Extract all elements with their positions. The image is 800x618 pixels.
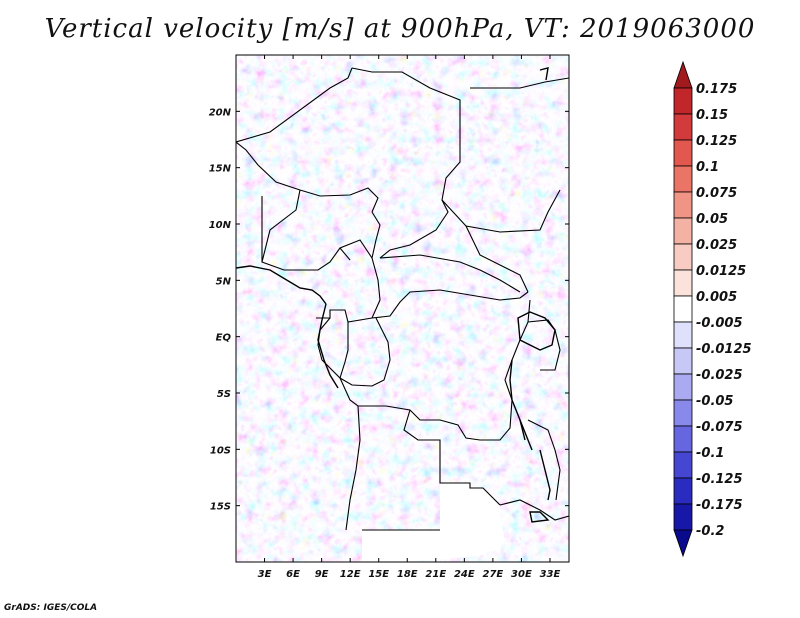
colorbar-label: 0.125	[696, 134, 737, 149]
grads-credit: GrADS: IGES/COLA	[4, 603, 98, 613]
lon-tick-label: 21E	[425, 569, 446, 580]
lat-tick-label: 5S	[217, 389, 231, 400]
colorbar-label: 0.1	[696, 160, 719, 175]
colorbar-label: 0.075	[696, 186, 737, 201]
colorbar-swatch	[673, 347, 693, 375]
lat-tick-label: 5N	[216, 276, 232, 287]
colorbar-swatch	[673, 243, 693, 271]
colorbar-swatch	[673, 87, 693, 115]
colorbar-label: -0.075	[696, 420, 743, 435]
colorbar-cap-bottom	[673, 529, 693, 558]
colorbar-label: 0.0125	[696, 264, 746, 279]
colorbar-label: 0.15	[696, 108, 728, 123]
colorbar-swatch	[673, 165, 693, 193]
lat-tick-label: 15N	[209, 164, 232, 175]
colorbar-label: -0.005	[696, 316, 743, 331]
lon-tick-label: 15E	[368, 569, 389, 580]
colorbar-swatch	[673, 295, 693, 323]
lat-tick-label: 10S	[210, 445, 231, 456]
colorbar-swatch	[673, 321, 693, 349]
no-data-region	[362, 483, 505, 562]
colorbar-label: -0.0125	[696, 342, 752, 357]
lon-tick-label: 30E	[511, 569, 532, 580]
vertical-velocity-field	[236, 55, 569, 562]
lon-tick-label: 6E	[286, 569, 300, 580]
lon-tick-label: 18E	[397, 569, 418, 580]
colorbar-label: 0.025	[696, 238, 737, 253]
colorbar-label: 0.005	[696, 290, 737, 305]
longitude-axis: 3E 6E 9E 12E 15E 18E 21E 24E 27E 30E 33E	[258, 55, 561, 580]
lat-tick-label: 20N	[209, 107, 232, 118]
colorbar-cap-top	[673, 60, 693, 89]
colorbar-swatch	[673, 477, 693, 505]
colorbar-label: 0.05	[696, 212, 728, 227]
colorbar-swatch	[673, 451, 693, 479]
colorbar-swatch	[673, 139, 693, 167]
lon-tick-label: 9E	[315, 569, 329, 580]
map-title: Vertical velocity [m/s] at 900hPa, VT: 2…	[44, 14, 756, 44]
lon-tick-label: 27E	[483, 569, 504, 580]
colorbar-swatch	[673, 399, 693, 427]
colorbar-label: -0.2	[696, 524, 724, 539]
latitude-axis: 20N 15N 10N 5N EQ 5S 10S 15S	[209, 107, 569, 513]
colorbar-swatch	[673, 113, 693, 141]
colorbar-label: 0.175	[696, 82, 737, 97]
colorbar-swatch	[673, 269, 693, 297]
lon-tick-label: 33E	[540, 569, 561, 580]
lon-tick-label: 24E	[454, 569, 475, 580]
colorbar-label: -0.175	[696, 498, 743, 513]
colorbar-swatch	[673, 425, 693, 453]
colorbar-swatch	[673, 191, 693, 219]
colorbar-swatch	[673, 217, 693, 245]
country-borders	[236, 67, 569, 531]
lat-tick-label: EQ	[216, 333, 232, 344]
colorbar-label: -0.1	[696, 446, 724, 461]
lon-tick-label: 12E	[340, 569, 361, 580]
lon-tick-label: 3E	[258, 569, 272, 580]
colorbar-label: -0.125	[696, 472, 743, 487]
colorbar-label: -0.025	[696, 368, 743, 383]
colorbar-label: -0.05	[696, 394, 733, 409]
lat-tick-label: 10N	[209, 220, 232, 231]
colorbar-swatch	[673, 503, 693, 531]
lat-tick-label: 15S	[210, 502, 231, 513]
colorbar: 0.175 0.15 0.125 0.1 0.075 0.05 0.025 0.0125 0.0…	[673, 60, 752, 558]
map-frame	[235, 54, 570, 563]
coastlines-and-lakes	[236, 67, 556, 523]
colorbar-swatch	[673, 373, 693, 401]
